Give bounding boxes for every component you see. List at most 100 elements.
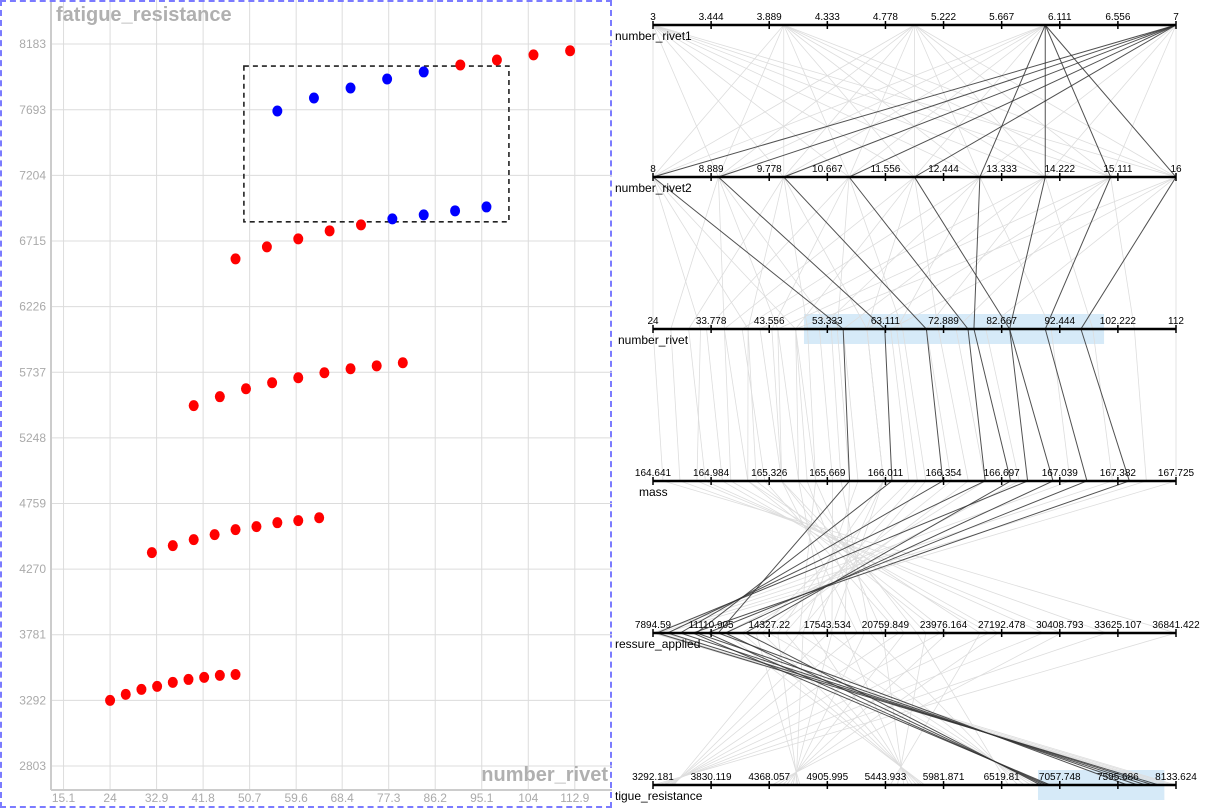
scatter-panel[interactable]: 15.1 24 32.9 41.8 50.7 59.6 68.4 77.3 86.2 95.1 10… <box>0 0 612 808</box>
y-tick-label: 3292 <box>19 693 46 707</box>
data-point[interactable] <box>345 363 356 375</box>
selected-point[interactable] <box>450 205 461 217</box>
data-line <box>783 24 916 786</box>
selected-point[interactable] <box>382 73 393 85</box>
data-point[interactable] <box>565 45 576 57</box>
axis-tick-label: 3292.181 <box>632 772 674 783</box>
selected-line <box>666 24 1177 786</box>
selected-point[interactable] <box>308 92 319 104</box>
data-point[interactable] <box>293 515 304 527</box>
data-line <box>747 25 949 786</box>
scatter-plot[interactable]: 15.1 24 32.9 41.8 50.7 59.6 68.4 77.3 86.2 95.1 10… <box>0 0 612 810</box>
data-point[interactable] <box>183 673 194 685</box>
data-point[interactable] <box>528 49 539 61</box>
axis-tick-label: 16 <box>1170 164 1182 175</box>
data-point[interactable] <box>209 529 220 541</box>
axis-tick-label: 5981.871 <box>923 772 965 783</box>
axis-tick-label: 17543.534 <box>804 620 852 631</box>
axis-tick-label: 7057.748 <box>1039 772 1081 783</box>
axis-label: number_rivet2 <box>615 181 692 195</box>
x-tick-label: 50.7 <box>238 791 262 805</box>
selected-point[interactable] <box>481 201 492 213</box>
data-point[interactable] <box>355 219 366 231</box>
axis-tick-label: 3 <box>650 12 656 23</box>
data-point[interactable] <box>167 676 178 688</box>
data-point[interactable] <box>261 241 272 253</box>
axis-tick-label: 164.641 <box>635 468 672 479</box>
data-point[interactable] <box>152 680 163 692</box>
axis-tick-label: 11110.905 <box>689 620 734 631</box>
data-point[interactable] <box>319 367 330 379</box>
data-point[interactable] <box>230 253 241 265</box>
axis-tick-label: 167.725 <box>1158 468 1195 479</box>
axis-tick-label: 10.667 <box>812 164 843 175</box>
data-point[interactable] <box>491 54 502 66</box>
data-point[interactable] <box>397 357 408 369</box>
selected-point[interactable] <box>387 213 398 225</box>
parallel-coordinates-plot[interactable]: 3 3.444 3.889 4.333 4.778 5.222 5.667 6.111 6.55… <box>614 0 1226 810</box>
x-tick-label: 41.8 <box>191 791 215 805</box>
selected-line <box>691 24 1177 786</box>
data-point[interactable] <box>214 391 225 403</box>
x-tick-label: 59.6 <box>284 791 308 805</box>
data-line <box>717 24 927 786</box>
data-point[interactable] <box>120 688 131 700</box>
axis-label: number_rivet <box>618 333 689 347</box>
data-line <box>657 24 1177 786</box>
axis-tick-label: 5443.933 <box>865 772 907 783</box>
selection-box[interactable] <box>243 65 510 223</box>
selected-point[interactable] <box>418 66 429 78</box>
data-point[interactable] <box>188 534 199 546</box>
data-point[interactable] <box>371 360 382 372</box>
axis-tick-label: 14327.22 <box>748 620 790 631</box>
axis-tick-label: 9.778 <box>757 164 782 175</box>
y-tick-label: 5737 <box>19 365 46 379</box>
data-point[interactable] <box>167 540 178 552</box>
y-tick-label: 2803 <box>19 759 46 773</box>
selected-point[interactable] <box>345 82 356 94</box>
data-line <box>783 24 1046 786</box>
data-point[interactable] <box>293 233 304 245</box>
axis-tick-label: 33625.107 <box>1094 620 1142 631</box>
axis-tick-label: 7 <box>1173 12 1179 23</box>
y-tick-label: 6715 <box>19 234 46 248</box>
data-line <box>652 24 991 786</box>
data-point[interactable] <box>293 372 304 384</box>
axis-label: mass <box>639 485 668 499</box>
axis-tick-label: 166.697 <box>984 468 1021 479</box>
data-point[interactable] <box>230 524 241 536</box>
data-point[interactable] <box>251 521 262 533</box>
axis-label: ressure_applied <box>615 637 700 651</box>
axis-tick-label: 13.333 <box>986 164 1017 175</box>
data-point[interactable] <box>199 671 210 683</box>
data-point[interactable] <box>267 377 278 389</box>
data-point[interactable] <box>455 59 466 71</box>
axis-tick-label: 112 <box>1168 316 1184 327</box>
data-point[interactable] <box>188 400 199 412</box>
data-line <box>783 24 915 786</box>
selected-point[interactable] <box>272 105 283 117</box>
data-point[interactable] <box>230 668 241 680</box>
data-line <box>652 24 1063 786</box>
x-tick-label: 104 <box>518 791 538 805</box>
data-line <box>784 24 981 786</box>
data-point[interactable] <box>146 547 157 559</box>
data-point[interactable] <box>214 669 225 681</box>
axis-tick-label: 20759.849 <box>862 620 910 631</box>
axis-tick-label: 102.222 <box>1100 316 1137 327</box>
data-point[interactable] <box>105 694 116 706</box>
data-point[interactable] <box>136 683 147 695</box>
selected-line <box>678 24 1177 786</box>
data-point[interactable] <box>324 225 335 237</box>
axis-tick-label: 30408.793 <box>1036 620 1084 631</box>
data-point[interactable] <box>272 517 283 529</box>
selected-point[interactable] <box>418 209 429 221</box>
axis-tick-label: 27192.478 <box>978 620 1026 631</box>
parallel-coordinates-panel[interactable]: 3 3.444 3.889 4.333 4.778 5.222 5.667 6.111 6.55… <box>614 0 1226 810</box>
axis-tick-label: 4.778 <box>873 12 898 23</box>
data-point[interactable] <box>240 383 251 395</box>
data-point[interactable] <box>314 512 325 524</box>
axis-tick-label: 167.039 <box>1042 468 1079 479</box>
x-tick-label: 112.9 <box>560 791 589 805</box>
data-line <box>783 24 1046 786</box>
